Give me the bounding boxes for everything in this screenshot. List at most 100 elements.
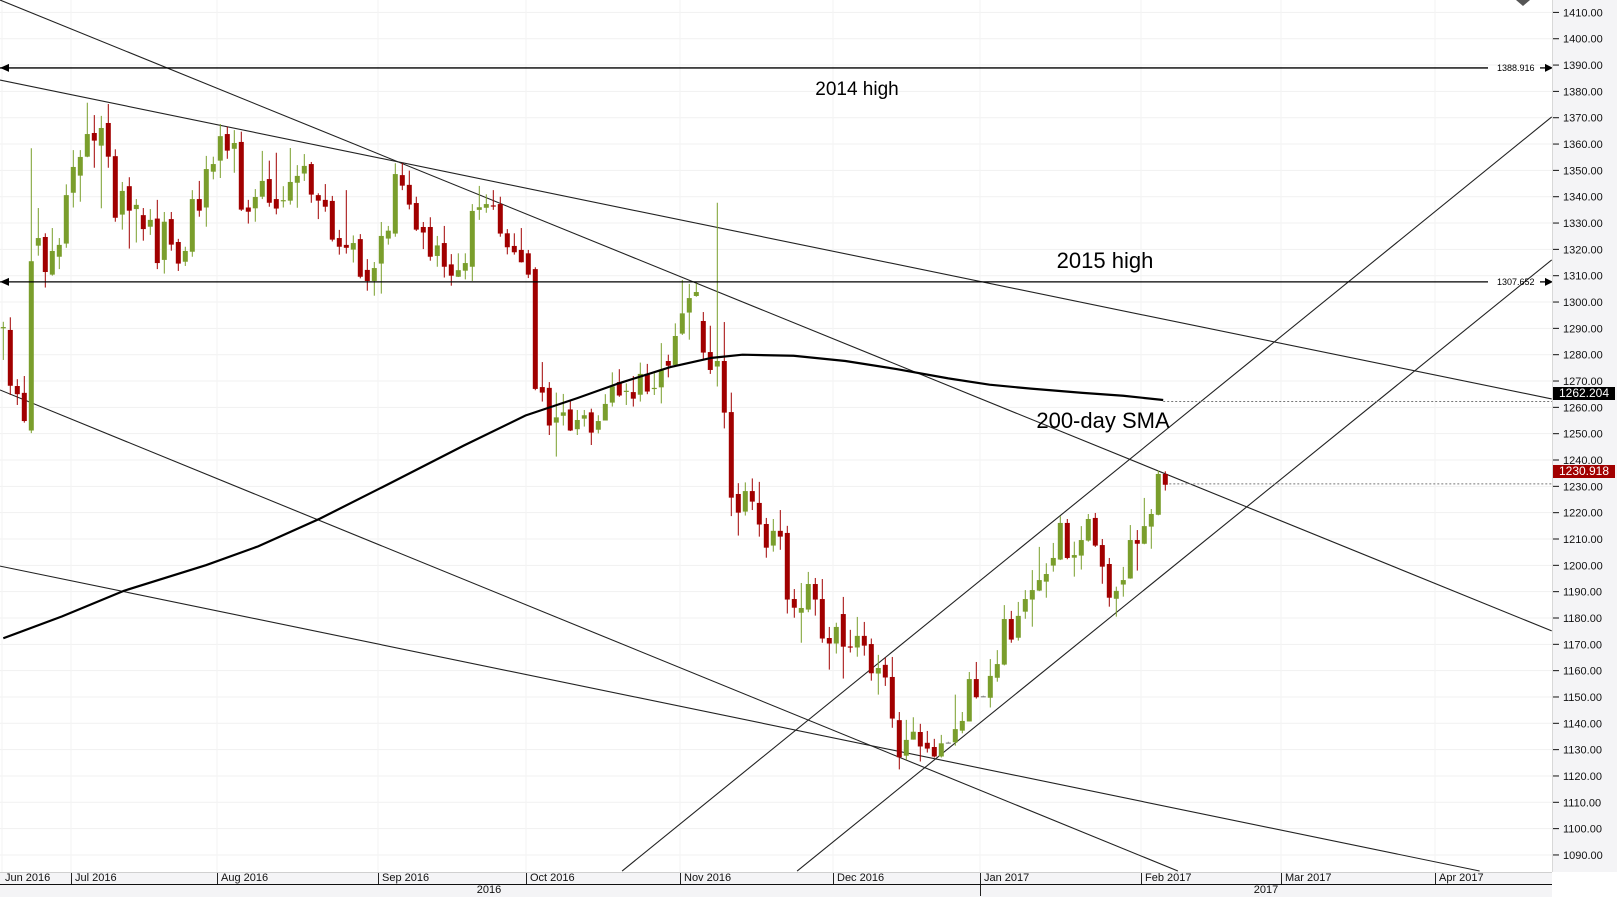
candle-body <box>1162 473 1168 485</box>
candle <box>609 372 615 407</box>
candle <box>427 217 433 261</box>
candle-body <box>140 215 146 230</box>
candle-body <box>21 392 27 422</box>
candle-body <box>266 179 272 203</box>
candle <box>504 229 510 255</box>
candle <box>889 656 895 728</box>
month-label: Apr 2017 <box>1435 873 1484 884</box>
candle <box>1050 542 1056 572</box>
candle <box>1078 526 1084 570</box>
candle-body <box>644 373 650 392</box>
candle <box>462 253 468 280</box>
candle <box>364 259 370 291</box>
candle <box>28 148 34 434</box>
candle <box>602 394 608 421</box>
candle <box>441 225 447 278</box>
candle-body <box>308 164 314 195</box>
candle <box>77 150 83 202</box>
price-axis[interactable] <box>1552 0 1617 872</box>
candle <box>532 267 538 391</box>
candle <box>1064 518 1070 560</box>
candle <box>805 571 811 613</box>
candle-body <box>630 392 636 399</box>
candle-body <box>840 614 846 647</box>
candle <box>350 235 356 263</box>
candle-body <box>105 122 111 157</box>
horizontal-levels: 1388.916 1307.652 <box>0 63 1553 287</box>
candle-body <box>161 221 167 260</box>
candle <box>658 343 664 404</box>
candle <box>567 401 573 432</box>
candle-body <box>91 132 97 141</box>
last-price-badge: 1230.918 <box>1553 465 1615 479</box>
candle-body <box>749 491 755 502</box>
candle-body <box>959 720 965 731</box>
trend-line-channel-lower <box>796 259 1552 872</box>
candle <box>826 626 832 670</box>
candle <box>35 208 41 256</box>
candle-body <box>1029 590 1035 600</box>
candle-body <box>322 199 328 207</box>
scroll-marker-icon[interactable] <box>1516 0 1530 6</box>
candle-body <box>392 174 398 234</box>
candle <box>637 362 643 402</box>
candle-body <box>798 607 804 613</box>
candle <box>308 161 314 203</box>
candle <box>203 155 209 227</box>
candle-body <box>483 204 489 208</box>
month-label: Feb 2017 <box>1141 873 1191 884</box>
candle-body <box>84 134 90 157</box>
candle <box>455 253 461 278</box>
candle-body <box>847 646 853 648</box>
candle <box>1001 605 1007 666</box>
candle <box>896 711 902 770</box>
candle <box>784 525 790 614</box>
candle <box>749 478 755 511</box>
candle-body <box>217 136 223 161</box>
candle <box>406 170 412 210</box>
candle-body <box>1008 619 1014 640</box>
candle <box>21 376 27 423</box>
candle-body <box>1015 615 1021 638</box>
candle <box>315 193 321 220</box>
trend-line-lower-downtrend-1 <box>0 389 1179 872</box>
candle-body <box>875 668 881 674</box>
candle <box>343 190 349 254</box>
candle-body <box>406 184 412 205</box>
candle <box>7 317 13 395</box>
candle-body <box>609 386 615 403</box>
candle-body <box>665 361 671 366</box>
candle-body <box>1078 540 1084 556</box>
candle-body <box>119 190 125 215</box>
left-arrow-icon <box>0 277 9 286</box>
candle <box>266 160 272 207</box>
month-label: Nov 2016 <box>680 873 731 884</box>
candle <box>553 392 559 457</box>
candle <box>980 695 986 698</box>
candle-body <box>791 599 797 608</box>
candle-body <box>448 264 454 276</box>
candle <box>651 373 657 395</box>
candle-body <box>28 261 34 431</box>
candle <box>882 657 888 686</box>
candle <box>742 482 748 516</box>
candle-body <box>224 134 230 151</box>
candle <box>70 150 76 208</box>
candle <box>210 156 216 180</box>
candle-body <box>1022 599 1028 612</box>
candle-body <box>70 166 76 193</box>
candle-body <box>728 412 734 498</box>
candle-body <box>35 238 41 246</box>
candle-body <box>378 235 384 264</box>
candle-body <box>616 382 622 396</box>
month-label: Dec 2016 <box>833 873 884 884</box>
candle-body <box>497 204 503 234</box>
candle <box>154 199 160 270</box>
candle <box>392 163 398 237</box>
candle <box>497 196 503 237</box>
trend-line-lower-downtrend-2 <box>0 565 1480 872</box>
candle-body <box>196 199 202 211</box>
candle-body <box>126 186 132 211</box>
candle <box>630 376 636 407</box>
candle <box>49 228 55 276</box>
